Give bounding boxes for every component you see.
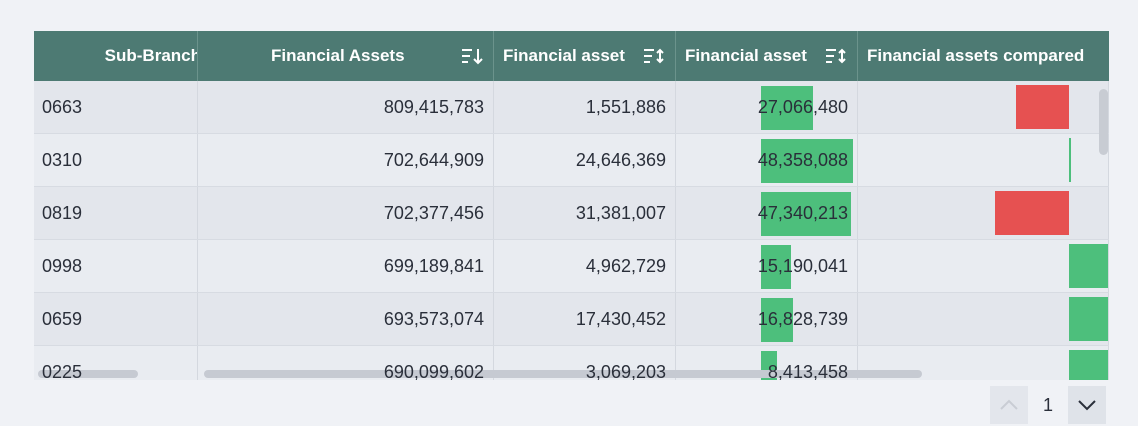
cell-financial-asset-2-value: 27,066,480 xyxy=(757,96,848,117)
cell-sub-branch-value: 0310 xyxy=(42,149,83,170)
cell-financial-asset-1: 4,962,729 xyxy=(494,240,676,292)
cell-sub-branch: 0998 xyxy=(34,240,198,292)
cell-sub-branch: 0659 xyxy=(34,293,198,345)
cell-financial-assets-value: 699,189,841 xyxy=(383,255,484,276)
negative-comparison-bar xyxy=(1016,85,1069,129)
table-row[interactable]: 0310 702,644,909 24,646,369 48,358,088 xyxy=(34,134,1109,187)
cell-financial-assets-value: 702,644,909 xyxy=(383,149,484,170)
cell-financial-assets: 702,377,456 xyxy=(198,187,494,239)
cell-financial-asset-1-value: 4,962,729 xyxy=(585,255,666,276)
cell-financial-asset-1: 31,381,007 xyxy=(494,187,676,239)
cell-financial-assets: 809,415,783 xyxy=(198,81,494,133)
positive-comparison-bar xyxy=(1069,244,1108,288)
cell-financial-asset-1-value: 3,069,203 xyxy=(585,361,666,381)
cell-financial-assets-compared xyxy=(858,240,1109,292)
cell-financial-asset-1: 24,646,369 xyxy=(494,134,676,186)
cell-financial-assets: 699,189,841 xyxy=(198,240,494,292)
cell-sub-branch-value: 0819 xyxy=(42,202,83,223)
cell-financial-asset-1: 3,069,203 xyxy=(494,346,676,380)
cell-financial-assets-value: 702,377,456 xyxy=(383,202,484,223)
data-bar xyxy=(761,245,791,289)
cell-financial-asset-2: 16,828,739 xyxy=(676,293,858,345)
cell-financial-asset-2: 27,066,480 xyxy=(676,81,858,133)
negative-comparison-bar xyxy=(995,191,1069,235)
current-page-number: 1 xyxy=(1042,394,1053,415)
data-bar xyxy=(761,139,853,183)
pagination: 1 xyxy=(990,386,1106,424)
cell-financial-asset-2-value: 47,340,213 xyxy=(757,202,848,223)
cell-financial-asset-1-value: 17,430,452 xyxy=(575,308,666,329)
cell-financial-assets: 690,099,602 xyxy=(198,346,494,380)
cell-financial-asset-2: 48,358,088 xyxy=(676,134,858,186)
previous-page-button[interactable] xyxy=(990,386,1028,424)
sort-icon[interactable] xyxy=(643,45,665,67)
cell-financial-asset-2-value: 15,190,041 xyxy=(757,255,848,276)
table-row[interactable]: 0998 699,189,841 4,962,729 15,190,041 xyxy=(34,240,1109,293)
column-header-label: Financial asset xyxy=(685,46,807,65)
column-header-label: Financial assets compared xyxy=(867,46,1085,65)
column-header-financial-asset-2[interactable]: Financial asset xyxy=(676,31,858,81)
cell-sub-branch: 0663 xyxy=(34,81,198,133)
positive-comparison-bar xyxy=(1069,138,1071,182)
data-bar xyxy=(761,298,793,342)
data-bar xyxy=(761,192,851,236)
cell-financial-asset-2-value: 8,413,458 xyxy=(767,361,848,381)
cell-financial-assets-value: 693,573,074 xyxy=(383,308,484,329)
data-bar xyxy=(761,86,813,130)
cell-financial-asset-1-value: 1,551,886 xyxy=(585,96,666,117)
cell-financial-assets: 693,573,074 xyxy=(198,293,494,345)
cell-sub-branch: 0819 xyxy=(34,187,198,239)
column-header-sub-branch[interactable]: Sub-Branch xyxy=(34,31,198,81)
cell-financial-assets-value: 809,415,783 xyxy=(383,96,484,117)
table-row[interactable]: 0663 809,415,783 1,551,886 27,066,480 xyxy=(34,81,1109,134)
cell-sub-branch-value: 0998 xyxy=(42,255,83,276)
cell-financial-assets-compared xyxy=(858,346,1109,380)
cell-sub-branch-value: 0225 xyxy=(42,361,83,381)
sort-icon[interactable] xyxy=(825,45,847,67)
column-header-financial-assets-compared[interactable]: Financial assets compared xyxy=(858,31,1109,81)
sort-descending-icon[interactable] xyxy=(461,45,483,67)
cell-financial-assets-compared xyxy=(858,134,1109,186)
header-row: Sub-Branch Financial Assets Financial as… xyxy=(34,31,1109,81)
data-grid: Sub-Branch Financial Assets Financial as… xyxy=(34,31,1109,380)
column-header-label: Financial asset xyxy=(503,46,625,65)
positive-comparison-bar xyxy=(1069,350,1108,380)
cell-sub-branch: 0310 xyxy=(34,134,198,186)
table-row[interactable]: 0659 693,573,074 17,430,452 16,828,739 xyxy=(34,293,1109,346)
cell-financial-asset-1: 1,551,886 xyxy=(494,81,676,133)
horizontal-scrollbar-frozen[interactable] xyxy=(38,370,138,378)
cell-financial-assets: 702,644,909 xyxy=(198,134,494,186)
cell-financial-asset-2-value: 48,358,088 xyxy=(757,149,848,170)
cell-sub-branch: 0225 xyxy=(34,346,198,380)
cell-financial-assets-value: 690,099,602 xyxy=(383,361,484,381)
cell-financial-asset-1-value: 24,646,369 xyxy=(575,149,666,170)
cell-financial-asset-2: 15,190,041 xyxy=(676,240,858,292)
cell-financial-asset-1: 17,430,452 xyxy=(494,293,676,345)
chevron-up-icon xyxy=(1000,399,1018,410)
cell-financial-asset-2-value: 16,828,739 xyxy=(757,308,848,329)
cell-sub-branch-value: 0663 xyxy=(42,96,83,117)
chevron-down-icon xyxy=(1078,400,1096,411)
cell-financial-assets-compared xyxy=(858,81,1109,133)
vertical-scrollbar[interactable] xyxy=(1099,89,1108,155)
column-header-financial-asset-1[interactable]: Financial asset xyxy=(494,31,676,81)
next-page-button[interactable] xyxy=(1068,386,1106,424)
table-row[interactable]: 0819 702,377,456 31,381,007 47,340,213 xyxy=(34,187,1109,240)
cell-financial-asset-1-value: 31,381,007 xyxy=(575,202,666,223)
column-header-financial-assets[interactable]: Financial Assets xyxy=(198,31,494,81)
cell-sub-branch-value: 0659 xyxy=(42,308,83,329)
positive-comparison-bar xyxy=(1069,297,1108,341)
table-body: 0663 809,415,783 1,551,886 27,066,480 0310 70… xyxy=(34,81,1109,380)
column-header-label: Financial Assets xyxy=(271,46,405,65)
cell-financial-asset-2: 47,340,213 xyxy=(676,187,858,239)
column-header-label: Sub-Branch xyxy=(104,46,198,65)
horizontal-scrollbar[interactable] xyxy=(204,370,922,378)
cell-financial-assets-compared xyxy=(858,187,1109,239)
cell-financial-assets-compared xyxy=(858,293,1109,345)
